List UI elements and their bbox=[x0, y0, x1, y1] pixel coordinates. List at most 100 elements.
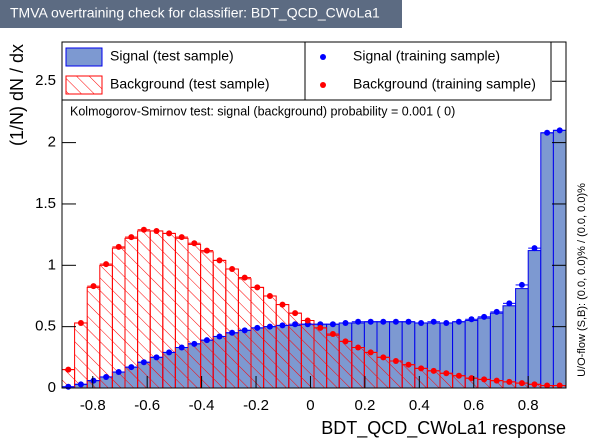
point bbox=[241, 327, 248, 334]
point bbox=[405, 318, 412, 325]
y-tick-label: 1 bbox=[48, 256, 56, 273]
point bbox=[241, 274, 248, 281]
point bbox=[115, 243, 122, 250]
point bbox=[191, 240, 198, 247]
histogram-bar bbox=[401, 364, 416, 389]
side-note: U/O-flow (S,B): (0.0, 0.0)% / (0.0, 0.0)… bbox=[576, 183, 588, 377]
y-axis-label: (1/N) dN / dx bbox=[7, 44, 27, 146]
point bbox=[329, 331, 336, 338]
y-tick-label: 2.5 bbox=[35, 72, 56, 89]
point bbox=[556, 127, 563, 134]
point bbox=[455, 372, 462, 379]
point bbox=[77, 381, 84, 388]
point bbox=[556, 382, 563, 389]
point bbox=[65, 366, 72, 373]
y-tick-label: 2 bbox=[48, 134, 56, 151]
point bbox=[367, 349, 374, 356]
point bbox=[506, 378, 513, 385]
annotation: Kolmogorov-Smirnov test: signal (backgro… bbox=[70, 104, 455, 118]
point bbox=[229, 265, 236, 272]
point bbox=[443, 370, 450, 377]
legend-swatch bbox=[65, 75, 103, 95]
point bbox=[216, 257, 223, 264]
legend-swatch bbox=[65, 47, 103, 67]
point bbox=[279, 301, 286, 308]
histogram-bar bbox=[74, 322, 88, 389]
point bbox=[90, 283, 97, 290]
histogram-bar bbox=[489, 312, 504, 389]
point bbox=[229, 329, 236, 336]
point bbox=[430, 367, 437, 374]
point bbox=[506, 300, 513, 307]
point bbox=[203, 337, 210, 344]
point bbox=[65, 383, 72, 390]
point bbox=[292, 310, 299, 317]
x-tick-label: 0 bbox=[306, 397, 314, 414]
point bbox=[103, 373, 110, 380]
x-tick-label: 0.6 bbox=[463, 397, 484, 414]
point bbox=[77, 319, 84, 326]
point bbox=[342, 319, 349, 326]
histogram-bar bbox=[552, 129, 567, 389]
point bbox=[380, 318, 387, 325]
point bbox=[304, 317, 311, 324]
point bbox=[481, 376, 488, 383]
point bbox=[392, 318, 399, 325]
point bbox=[418, 319, 425, 326]
point bbox=[355, 318, 362, 325]
point bbox=[279, 322, 286, 329]
legend-marker bbox=[320, 54, 326, 60]
point bbox=[254, 324, 261, 331]
legend-label: Background (test sample) bbox=[110, 76, 270, 92]
point bbox=[216, 333, 223, 340]
legend-label: Background (training sample) bbox=[353, 76, 536, 92]
point bbox=[355, 344, 362, 351]
x-tick-label: 0.8 bbox=[518, 397, 539, 414]
histogram-bar bbox=[237, 278, 252, 389]
histogram-bar bbox=[111, 247, 126, 389]
point bbox=[317, 324, 324, 331]
point bbox=[380, 354, 387, 361]
histogram-bar bbox=[149, 230, 164, 389]
legend-label: Signal (training sample) bbox=[353, 48, 500, 64]
histogram-bar bbox=[225, 268, 239, 389]
x-tick-label: -0.8 bbox=[80, 397, 106, 414]
histogram-bar bbox=[515, 288, 529, 389]
point bbox=[531, 245, 538, 252]
point bbox=[254, 284, 261, 291]
point bbox=[518, 281, 525, 288]
histogram-bar bbox=[363, 351, 378, 389]
histogram-bar bbox=[250, 286, 265, 389]
point bbox=[342, 338, 349, 345]
histogram-bar bbox=[376, 356, 391, 389]
point bbox=[443, 319, 450, 326]
histogram-bar bbox=[502, 305, 517, 389]
x-tick-label: -0.6 bbox=[134, 397, 160, 414]
title-box bbox=[0, 0, 402, 28]
histogram-bar bbox=[313, 327, 328, 389]
histogram-bar bbox=[99, 264, 113, 389]
histogram-bar bbox=[326, 334, 340, 389]
point bbox=[392, 358, 399, 365]
point bbox=[518, 380, 525, 387]
point bbox=[266, 323, 273, 330]
point bbox=[405, 361, 412, 368]
point bbox=[468, 375, 475, 382]
point bbox=[266, 292, 273, 299]
point bbox=[292, 321, 299, 328]
x-tick-label: -0.4 bbox=[189, 397, 215, 414]
x-tick-label: 0.2 bbox=[354, 397, 375, 414]
point bbox=[166, 349, 173, 356]
point bbox=[178, 344, 185, 351]
point bbox=[90, 377, 97, 384]
point bbox=[481, 313, 488, 320]
y-tick-label: 1.5 bbox=[35, 195, 56, 212]
point bbox=[128, 234, 135, 241]
histogram-bar bbox=[86, 286, 101, 389]
x-tick-label: -0.2 bbox=[243, 397, 269, 414]
point bbox=[140, 226, 147, 233]
point bbox=[493, 308, 500, 315]
histogram-bar bbox=[540, 132, 554, 389]
x-axis-label: BDT_QCD_CWoLa1 response bbox=[321, 418, 566, 439]
